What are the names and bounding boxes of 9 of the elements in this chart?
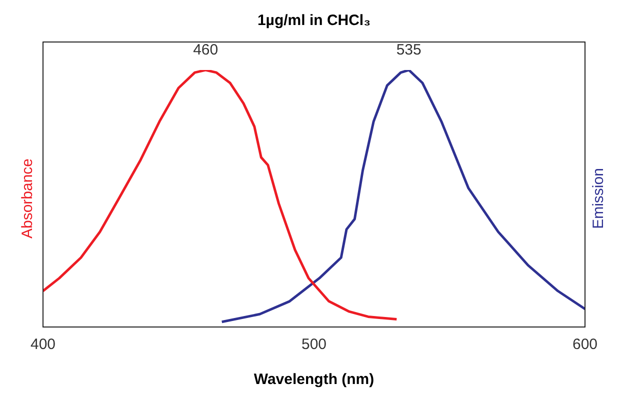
- annotation: 460: [193, 42, 218, 59]
- x-tick-label: 400: [30, 336, 56, 354]
- y-axis-title: Absorbance: [19, 158, 36, 239]
- x-tick-label: 600: [572, 336, 598, 354]
- annotation: 535: [396, 42, 422, 59]
- x-tick-label: 500: [301, 336, 327, 354]
- y2-axis-title: Emission: [590, 168, 608, 229]
- x-axis-title: Wavelength (nm): [254, 371, 374, 388]
- chart-title: 1µg/ml in CHCl₃: [257, 12, 371, 30]
